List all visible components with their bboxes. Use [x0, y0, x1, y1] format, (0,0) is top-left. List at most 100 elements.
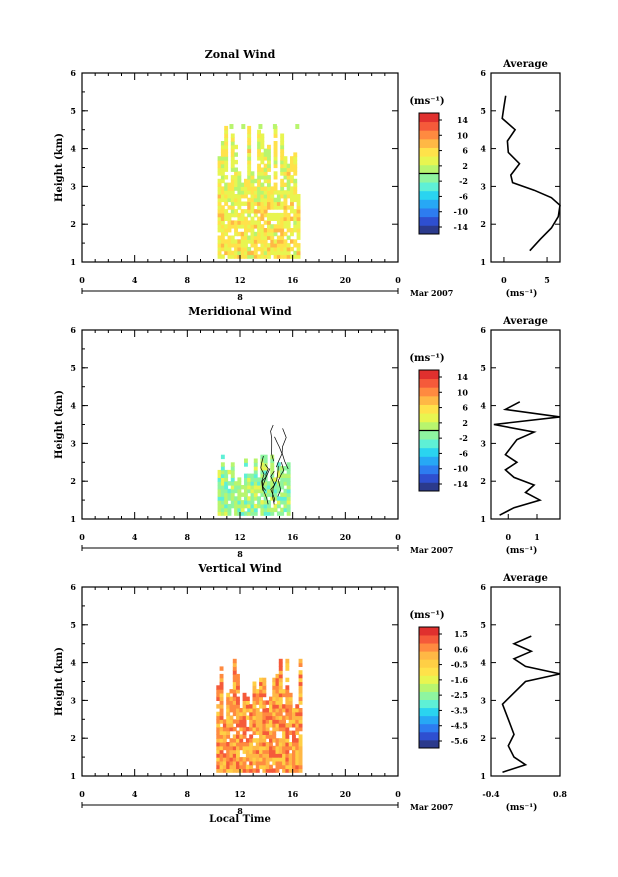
- avg-x-tick-label: 0: [501, 275, 507, 285]
- colorbar-segment: [419, 173, 439, 183]
- heatmap-cell: [283, 473, 288, 478]
- heatmap-cell: [252, 726, 257, 732]
- avg-y-tick-label: 3: [480, 695, 486, 705]
- colorbar-tick-label: -1.6: [451, 675, 469, 685]
- heatmap-cell: [273, 159, 278, 165]
- heatmap-cell: [253, 209, 258, 214]
- heatmap-cell: [227, 503, 232, 509]
- heatmap-cell: [227, 190, 232, 195]
- heatmap-cell: [276, 488, 281, 494]
- heatmap-cell: [234, 209, 238, 214]
- heatmap-cell: [217, 228, 222, 233]
- heatmap-cell: [286, 190, 291, 195]
- heatmap-cell: [293, 250, 298, 256]
- colorbar-tick-label: -2: [459, 176, 468, 186]
- heatmap-cell: [247, 152, 252, 157]
- y-tick-label: 2: [70, 733, 76, 743]
- heatmap-cell: [288, 730, 293, 735]
- heatmap-cell: [293, 178, 298, 184]
- heatmap-cell: [224, 167, 229, 172]
- panel-title: Meridional Wind: [188, 305, 292, 318]
- day-label: 8: [237, 806, 243, 816]
- heatmap-cell: [260, 469, 265, 475]
- colorbar-unit: (ms⁻¹): [409, 610, 444, 621]
- heatmap-cell: [293, 194, 298, 199]
- heatmap-cell: [273, 216, 278, 221]
- heatmap-cell: [244, 216, 248, 221]
- heatmap-cell: [292, 734, 296, 739]
- y-tick-label: 3: [70, 438, 76, 448]
- heatmap-cell: [253, 503, 258, 509]
- heatmap-cell: [237, 500, 242, 505]
- heatmap-cell: [282, 704, 286, 709]
- heatmap-cell: [220, 485, 225, 490]
- heatmap-cell: [298, 715, 303, 720]
- heatmap-cell: [247, 148, 252, 153]
- heatmap-cell: [267, 246, 271, 252]
- heatmap-cell: [239, 745, 244, 751]
- heatmap-cell: [227, 511, 232, 516]
- y-tick-label: 2: [70, 219, 76, 229]
- heatmap-cell: [283, 477, 288, 482]
- heatmap-cell: [237, 250, 242, 256]
- heatmap-cell: [230, 159, 235, 165]
- heatmap-cell: [244, 178, 248, 184]
- heatmap-cell: [227, 220, 232, 225]
- heatmap-cell: [230, 477, 235, 482]
- heatmap-cell: [236, 715, 240, 720]
- heatmap-cell: [224, 137, 229, 142]
- heatmap-cell: [234, 220, 238, 225]
- avg-y-tick-label: 4: [480, 144, 486, 154]
- heatmap-cell: [220, 212, 225, 218]
- heatmap-cell: [242, 742, 247, 747]
- heatmap-cell: [230, 178, 235, 184]
- heatmap-cell: [280, 485, 285, 490]
- heatmap-cell: [229, 764, 234, 770]
- heatmap-cell: [230, 144, 235, 150]
- heatmap-cell: [257, 488, 261, 494]
- heatmap-cell: [275, 681, 280, 686]
- heatmap-cell: [290, 197, 294, 203]
- heatmap-cell: [282, 738, 286, 743]
- heatmap-cell: [232, 749, 237, 754]
- heatmap-cell: [283, 224, 288, 229]
- x-tick-label: 0: [395, 532, 401, 542]
- heatmap-cell: [244, 500, 248, 505]
- heatmap-cell: [282, 689, 286, 694]
- colorbar-segment: [419, 121, 439, 131]
- heatmap-cell: [296, 224, 301, 229]
- heatmap-cell: [276, 511, 281, 516]
- heatmap-cell: [255, 689, 260, 694]
- heatmap-cell: [242, 749, 247, 754]
- heatmap-cell: [273, 163, 278, 169]
- heatmap-cell: [257, 216, 261, 221]
- heatmap-cell: [280, 469, 285, 475]
- heatmap-cell: [255, 764, 260, 770]
- heatmap-cell: [253, 235, 258, 240]
- heatmap-cell: [234, 167, 238, 172]
- heatmap-cell: [257, 148, 261, 153]
- heatmap-cell: [247, 197, 252, 203]
- heatmap-cell: [280, 496, 285, 501]
- heatmap-cell: [276, 466, 281, 471]
- heatmap-cell: [260, 212, 265, 218]
- colorbar-segment: [419, 699, 439, 709]
- heatmap-cell: [234, 239, 238, 244]
- heatmap-cell: [257, 209, 261, 214]
- colorbar-segment: [419, 456, 439, 466]
- heatmap-cell: [257, 175, 261, 180]
- heatmap-cell: [298, 677, 303, 683]
- heatmap-cell: [285, 734, 290, 739]
- colorbar-segment: [419, 395, 439, 405]
- heatmap-cell: [283, 507, 288, 513]
- heatmap-cell: [286, 477, 291, 482]
- heatmap-cell: [283, 159, 288, 165]
- heatmap-cell: [273, 243, 278, 248]
- heatmap-cell: [255, 753, 260, 758]
- heatmap-cell: [290, 205, 294, 210]
- heatmap-cell: [288, 768, 293, 773]
- heatmap-cell: [240, 224, 245, 229]
- colorbar-segment: [419, 156, 439, 166]
- heatmap-cell: [275, 757, 280, 762]
- heatmap-cell: [257, 156, 261, 161]
